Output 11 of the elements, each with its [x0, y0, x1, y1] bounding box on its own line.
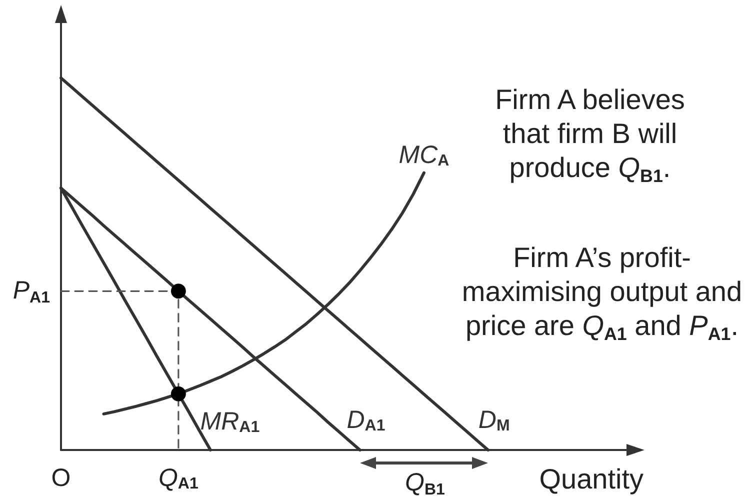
x-tick-label: O — [51, 464, 71, 492]
series-label: DA1 — [346, 406, 386, 435]
x-tick-label: QA1 — [158, 464, 198, 492]
annotation: P$_{A1}$ — [12, 276, 50, 307]
series-label: MRA1 — [200, 408, 260, 436]
annotation: Q$_{B1}$ — [618, 152, 663, 186]
text: Firm A’s profit- maximising output and price are Q$_{A1}$ and P$_{A1}$. — [462, 242, 742, 344]
text: Q$_{B1}$ — [405, 468, 445, 499]
series-label: DM — [478, 406, 510, 435]
x-axis-title: Quantity — [539, 464, 644, 494]
series-label: MCA — [398, 140, 450, 170]
